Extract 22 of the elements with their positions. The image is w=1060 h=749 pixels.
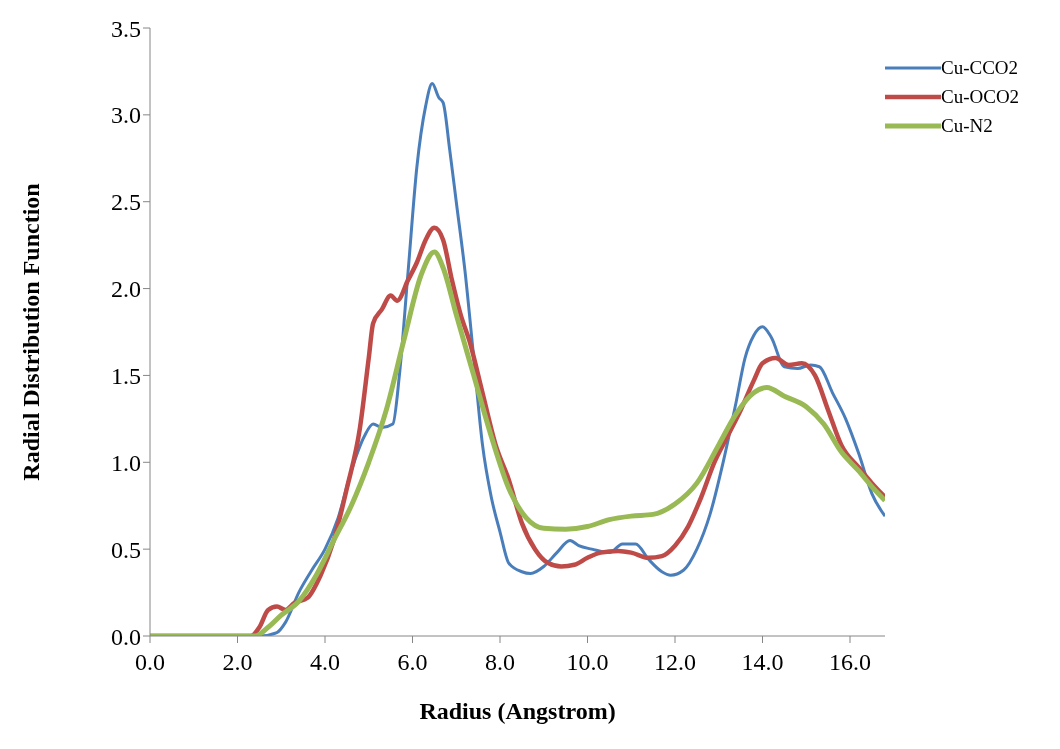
y-tick-label: 2.0 [111,276,141,303]
x-tick-label: 14.0 [741,649,784,676]
x-tick-label: 10.0 [566,649,609,676]
x-tick-label: 2.0 [222,649,253,676]
y-tick-label: 0.5 [111,536,141,563]
y-tick-label: 3.0 [111,102,141,129]
y-tick-label: 2.5 [111,189,141,216]
legend-label: Cu-OCO2 [941,85,1020,108]
y-axis-title: Radial Distribution Function [17,183,44,481]
legend-label: Cu-CCO2 [941,56,1019,79]
x-tick-label: 12.0 [654,649,696,676]
y-tick-label: 1.5 [111,362,141,389]
y-tick-label: 0.0 [111,623,141,650]
x-tick-label: 6.0 [397,649,428,676]
y-tick-label: 3.5 [111,15,141,42]
x-tick-label: 16.0 [829,649,871,676]
x-tick-label: 4.0 [310,649,340,676]
legend-label: Cu-N2 [941,114,993,137]
x-axis-title: Radius (Angstrom) [419,698,616,724]
x-tick-label: 8.0 [485,649,515,676]
x-tick-label: 0.0 [135,649,165,676]
y-tick-label: 1.0 [111,449,141,476]
